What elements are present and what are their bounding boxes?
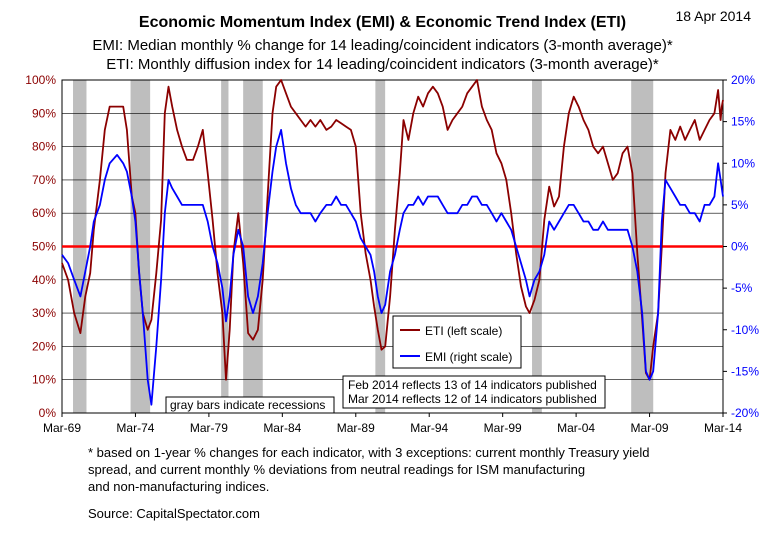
emi-series-line xyxy=(61,129,724,406)
left-tick-label: 40% xyxy=(32,273,56,287)
publish-note-box xyxy=(342,375,606,409)
right-tick-label: 15% xyxy=(731,115,755,129)
source-credit: Source: CapitalSpectator.com xyxy=(88,506,260,521)
left-tick-label: 70% xyxy=(32,173,56,187)
right-tick-label: 10% xyxy=(731,156,755,170)
recession-note-text: gray bars indicate recessions xyxy=(170,398,325,412)
x-axis-ticks: Mar-69 Mar-74 Mar-79 Mar-84 Mar-89 Mar-94 Mar-… xyxy=(43,413,742,435)
x-tick-label: Mar-94 xyxy=(410,421,448,435)
eti-series-line xyxy=(61,79,724,381)
x-tick-label: Mar-79 xyxy=(190,421,228,435)
footnote-line1: * based on 1-year % changes for each ind… xyxy=(88,445,650,460)
x-tick-label: Mar-09 xyxy=(631,421,669,435)
left-tick-label: 20% xyxy=(32,339,56,353)
chart-subtitle-emi: EMI: Median monthly % change for 14 lead… xyxy=(92,37,673,54)
left-axis-ticks: 0% 10% 20% 30% 40% 50% 60% 70% 80% 90% 100% xyxy=(25,73,56,420)
right-axis-ticks: -20% -15% -10% -5% 0% 5% 10% 15% 20% xyxy=(723,73,759,420)
x-tick-label: Mar-04 xyxy=(557,421,595,435)
x-tick-label: Mar-99 xyxy=(484,421,522,435)
right-tick-label: 20% xyxy=(731,73,755,87)
publish-note-line1: Feb 2014 reflects 13 of 14 indicators pu… xyxy=(348,378,597,392)
left-tick-label: 30% xyxy=(32,306,56,320)
left-tick-label: 60% xyxy=(32,206,56,220)
right-tick-label: -10% xyxy=(731,323,759,337)
recession-note: gray bars indicate recessions xyxy=(165,396,335,414)
left-tick-label: 100% xyxy=(25,73,56,87)
publish-note: Feb 2014 reflects 13 of 14 indicators pu… xyxy=(342,375,606,409)
footnote-line3: and non-manufacturing indices. xyxy=(88,479,270,494)
report-date: 18 Apr 2014 xyxy=(675,8,751,24)
right-tick-label: -20% xyxy=(731,406,759,420)
x-tick-label: Mar-14 xyxy=(704,421,742,435)
recession-note-box xyxy=(165,396,335,414)
footnote-line2: spread, and current monthly % deviations… xyxy=(88,462,586,477)
left-tick-label: 90% xyxy=(32,106,56,120)
chart-subtitle-eti: ETI: Monthly diffusion index for 14 lead… xyxy=(106,56,659,73)
right-tick-label: 0% xyxy=(731,240,749,254)
x-tick-label: Mar-84 xyxy=(263,421,301,435)
left-tick-label: 50% xyxy=(32,240,56,254)
left-tick-label: 10% xyxy=(32,373,56,387)
legend-eti-label: ETI (left scale) xyxy=(425,324,502,338)
left-tick-label: 80% xyxy=(32,140,56,154)
legend-emi-label: EMI (right scale) xyxy=(425,350,512,364)
x-tick-label: Mar-69 xyxy=(43,421,81,435)
series-layer xyxy=(61,79,724,406)
legend-box xyxy=(392,315,522,369)
legend: ETI (left scale) EMI (right scale) xyxy=(392,315,522,369)
right-tick-label: -15% xyxy=(731,364,759,378)
right-tick-label: -5% xyxy=(731,281,753,295)
left-tick-label: 0% xyxy=(39,406,57,420)
chart-title: Economic Momentum Index (EMI) & Economic… xyxy=(138,14,627,31)
right-tick-label: 5% xyxy=(731,198,749,212)
x-tick-label: Mar-89 xyxy=(337,421,375,435)
x-tick-label: Mar-74 xyxy=(116,421,154,435)
publish-note-line2: Mar 2014 reflects 12 of 14 indicators pu… xyxy=(348,392,597,406)
